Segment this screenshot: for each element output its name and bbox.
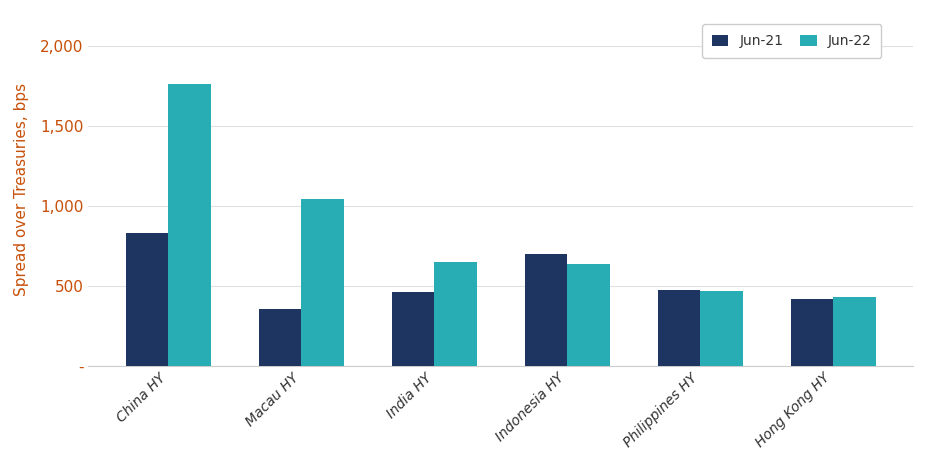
- Bar: [126, 233, 169, 366]
- Bar: [791, 299, 833, 366]
- Bar: [525, 254, 567, 366]
- Bar: [700, 291, 743, 366]
- Bar: [657, 290, 700, 366]
- Bar: [301, 199, 344, 366]
- Bar: [259, 309, 301, 366]
- Bar: [434, 262, 476, 366]
- Bar: [833, 297, 876, 366]
- Y-axis label: Spread over Treasuries, bps: Spread over Treasuries, bps: [14, 83, 29, 296]
- Bar: [169, 84, 210, 366]
- Bar: [391, 292, 434, 366]
- Legend: Jun-21, Jun-22: Jun-21, Jun-22: [702, 24, 882, 58]
- Bar: [567, 264, 610, 366]
